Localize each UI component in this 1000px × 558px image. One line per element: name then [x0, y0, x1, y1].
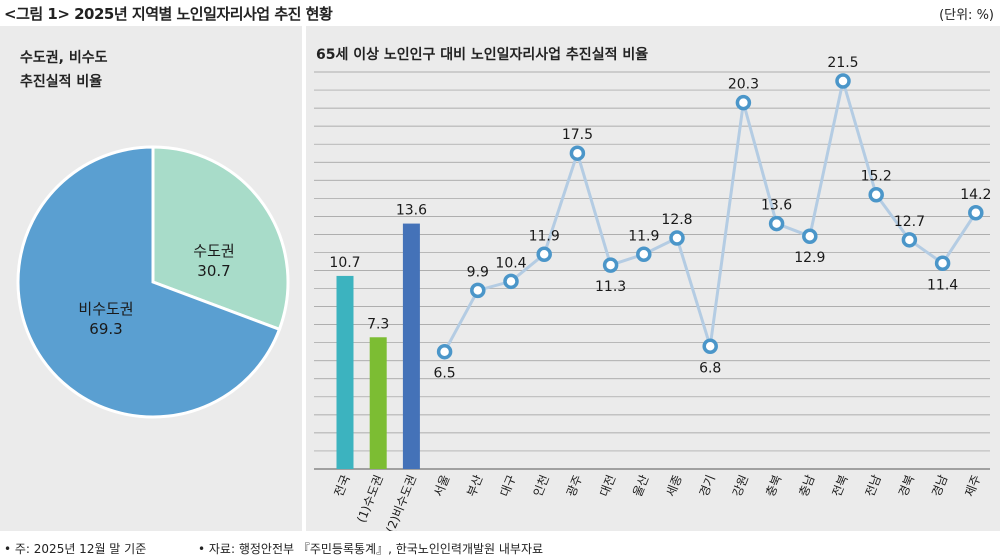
line-data-label: 6.8 [699, 360, 721, 376]
x-tick-label: 충북 [763, 473, 784, 499]
bar-data-label: 7.3 [367, 316, 389, 332]
line-data-label: 10.4 [495, 255, 526, 271]
x-tick-label: 경기 [697, 473, 718, 499]
x-tick-label: (2)비수도권 [383, 473, 419, 531]
line-point [802, 228, 818, 244]
line-point [934, 255, 951, 272]
footer-note: • 주: 2025년 12월 말 기준 [4, 542, 147, 556]
figure-title: <그림 1> 2025년 지역별 노인일자리사업 추진 현황 [4, 5, 333, 23]
x-tick-label: 경남 [929, 473, 950, 499]
pie-slice-value: 69.3 [89, 320, 122, 338]
pie-slice-label: 비수도권 [78, 300, 133, 318]
line-data-label: 13.6 [761, 198, 792, 214]
x-tick-label: (1)수도권 [354, 473, 386, 525]
line-data-label: 11.9 [529, 228, 560, 244]
line-data-label: 6.5 [433, 366, 455, 382]
line-point [868, 186, 884, 203]
line-point [835, 73, 851, 89]
line-data-label: 20.3 [728, 77, 759, 93]
line-point [569, 145, 586, 161]
pie-slice-noncapital [16, 145, 282, 419]
x-tick-label: 전국 [332, 473, 353, 499]
line-point [602, 257, 619, 273]
line-data-label: 21.5 [827, 55, 858, 71]
line-point [735, 94, 752, 111]
line-point [968, 205, 984, 221]
x-tick-label: 대전 [597, 473, 618, 499]
line-point [436, 343, 453, 360]
line-point [470, 282, 486, 299]
bar-data-label: 10.7 [329, 255, 360, 271]
x-tick-label: 세종 [664, 473, 685, 499]
x-tick-label: 전북 [830, 473, 851, 499]
x-tick-label: 경북 [896, 473, 917, 499]
x-tick-label: 서울 [431, 473, 452, 499]
line-point [669, 230, 685, 246]
line-data-label: 14.2 [960, 187, 991, 203]
line-point [503, 273, 519, 290]
x-tick-label: 인천 [530, 473, 552, 499]
pie-chart: 수도권 30.7 비수도권 69.3 [16, 145, 290, 419]
combo-panel: 65세 이상 노인인구 대비 노인일자리사업 추진실적 비율 10.7 7.3 13… [306, 26, 1000, 531]
line-data-label: 17.5 [562, 127, 593, 143]
pie-slice-value: 30.7 [197, 262, 230, 280]
x-tick-label: 강원 [730, 473, 751, 499]
x-tick-label: 광주 [564, 473, 585, 499]
line-data-label: 11.3 [595, 279, 626, 295]
pie-slice-label: 수도권 [193, 242, 234, 260]
x-tick-label: 대구 [498, 473, 519, 499]
x-tick-label: 울산 [630, 473, 651, 499]
bar [369, 337, 387, 469]
bar [336, 275, 354, 469]
line-data-label: 11.4 [927, 277, 958, 293]
line-point [768, 215, 785, 232]
pie-panel: 수도권, 비수도 추진실적 비율 수도권 30.7 비수도권 69.3 [0, 26, 302, 531]
bar [402, 223, 420, 469]
line-data-label: 9.9 [467, 264, 489, 280]
pie-title: 수도권, 비수도 추진실적 비율 [20, 50, 108, 90]
unit-label: (단위: %) [939, 8, 994, 23]
combo-chart-title: 65세 이상 노인인구 대비 노인일자리사업 추진실적 비율 [316, 47, 649, 63]
combo-chart: 10.77.313.66.59.910.411.917.511.311.912.… [314, 55, 991, 531]
line-data-label: 11.9 [628, 228, 659, 244]
x-tick-label: 부산 [464, 473, 485, 499]
line-data-label: 15.2 [861, 169, 892, 185]
pie-slice-capital [151, 145, 290, 332]
line-point [901, 232, 918, 248]
x-tick-label: 충남 [796, 473, 817, 499]
x-tick-label: 제주 [962, 473, 983, 499]
line-point [636, 246, 652, 263]
bar-data-label: 13.6 [396, 203, 427, 219]
x-tick-label: 전남 [863, 473, 884, 499]
line-point [702, 338, 718, 355]
line-data-label: 12.8 [661, 212, 692, 228]
line-data-label: 12.9 [794, 250, 825, 266]
line-data-label: 12.7 [894, 214, 925, 230]
line-point [536, 246, 552, 263]
footer-source: • 자료: 행정안전부 『주민등록통계』, 한국노인인력개발원 내부자료 [198, 542, 544, 556]
